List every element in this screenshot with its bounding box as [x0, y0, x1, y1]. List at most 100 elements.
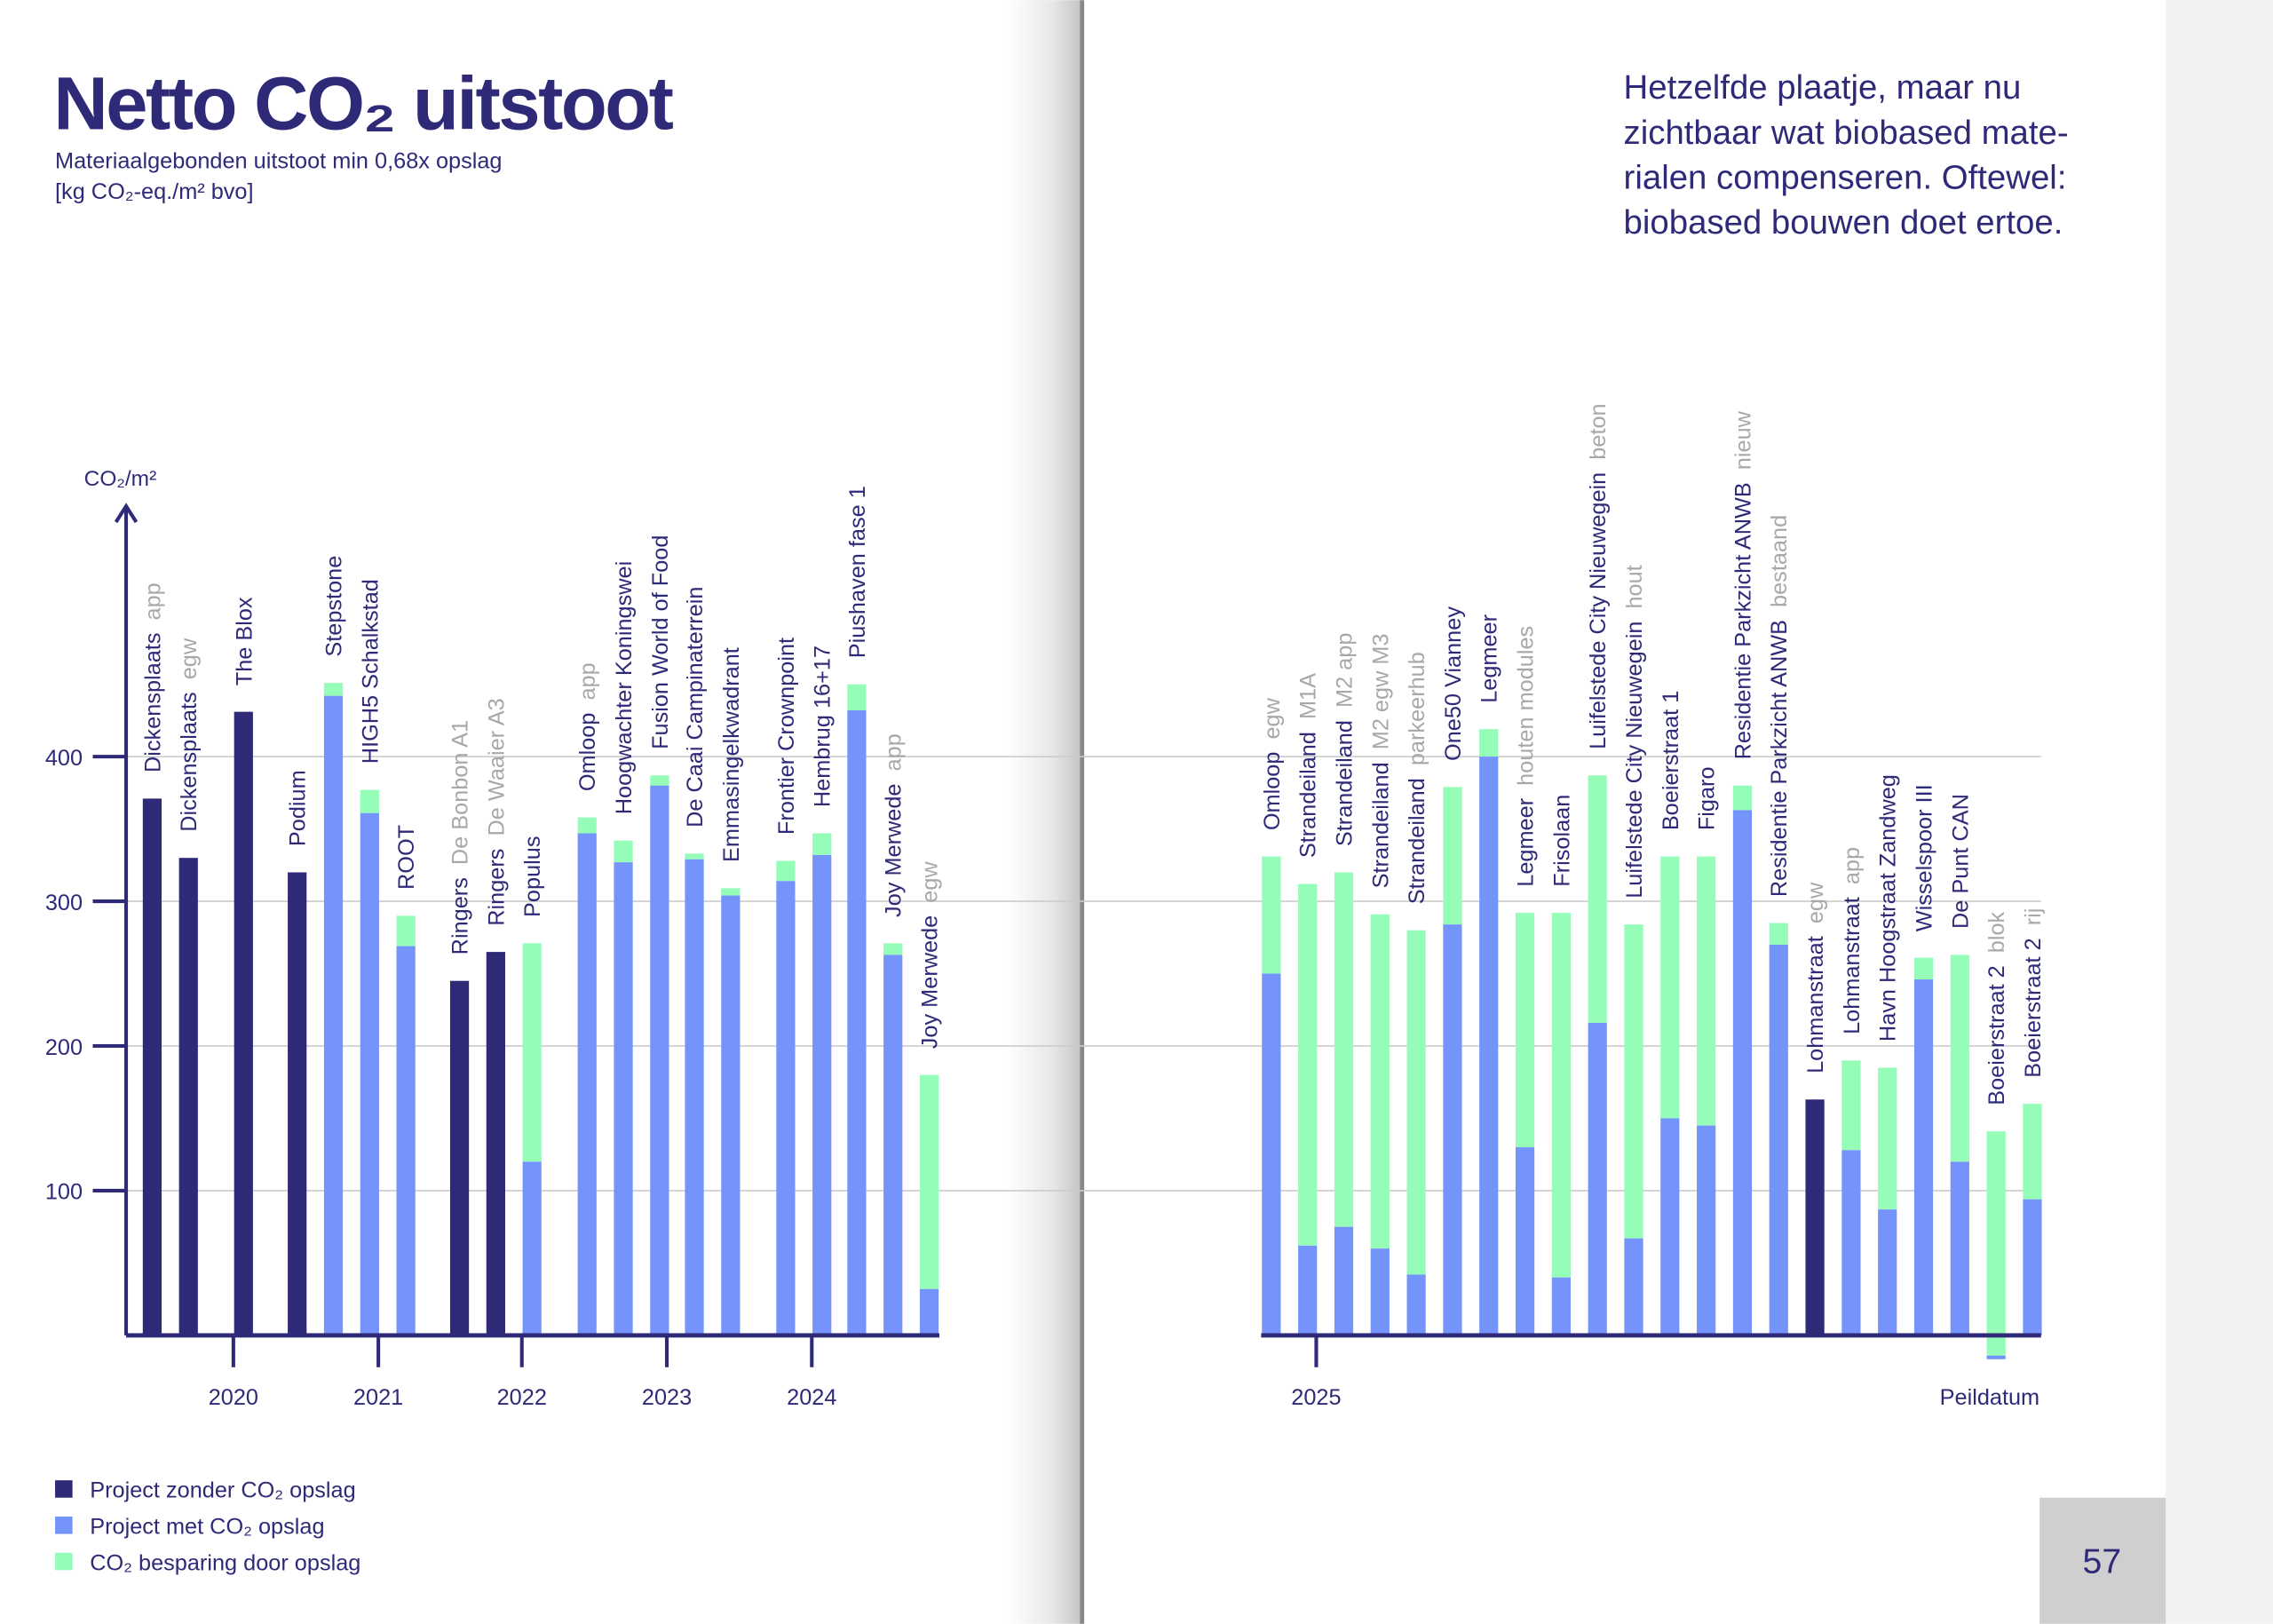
x-tick-label: 2023	[642, 1385, 692, 1410]
bar-segment-netto	[1551, 1277, 1571, 1335]
bar-right-19	[1950, 955, 1969, 1335]
bar-segment-netto	[1986, 1355, 2006, 1359]
bar-left-8	[486, 952, 505, 1335]
bar-segment-netto	[650, 785, 669, 1335]
x-axis-label-peildatum: Peildatum	[1940, 1385, 2040, 1410]
bar-label-name: Figaro	[1695, 766, 1720, 830]
bar-right-0	[1262, 856, 1281, 1335]
bar-right-18	[1913, 957, 1934, 1335]
bar-right-10	[1624, 924, 1643, 1335]
gutter-shadow	[1007, 0, 1081, 1624]
x-tick-label: 2025	[1291, 1385, 1341, 1410]
bar-label-suffix: egw	[177, 638, 202, 692]
y-tick-label: 100	[45, 1180, 83, 1205]
legend-label: Project zonder CO₂ opslag	[90, 1478, 355, 1503]
bar-label-suffix: rij	[2021, 908, 2046, 939]
legend-label: CO₂ besparing door opslag	[90, 1550, 360, 1575]
bar-segment-netto	[1262, 973, 1281, 1335]
bar-segment-netto	[721, 895, 741, 1335]
bar-label-name: Strandeiland	[1296, 732, 1321, 858]
bar-label: Residentie Parkzicht ANWB bestaand	[1767, 515, 1792, 897]
bar-label: Hoogwachter Koningswei	[612, 561, 637, 814]
bar-left-19	[919, 1074, 939, 1335]
bar-label-suffix: houten modules	[1514, 626, 1539, 798]
bar-label-name: Wisselspoor III	[1913, 784, 1937, 931]
bar-label-name: HIGH5 Schalkstad	[358, 579, 383, 764]
bar-right-6	[1479, 729, 1499, 1335]
bar-label-suffix: egw	[1803, 882, 1828, 936]
bar-segment-netto	[449, 980, 470, 1335]
bar-right-15	[1805, 1099, 1825, 1335]
left-page	[0, 0, 1083, 1624]
bar-label-name: The Blox	[232, 597, 257, 685]
bar-label-name: Joy Merwede	[918, 915, 943, 1049]
bar-label-name: Boeierstraat 2	[1984, 965, 2009, 1105]
page-title: Netto CO₂ uitstoot	[53, 61, 673, 146]
bar-label: Lohmanstraat app	[1840, 847, 1865, 1034]
bar-label: Strandeiland parkeerhub	[1405, 652, 1430, 904]
bar-segment-netto	[1298, 1245, 1318, 1335]
legend-swatch-besparing	[55, 1552, 73, 1571]
y-tick-label: 200	[45, 1035, 83, 1060]
y-ticks: 100 200 300 400	[45, 746, 127, 1205]
bar-segment-netto	[883, 955, 903, 1335]
bar-label-name: Frontier Crownpoint	[774, 638, 799, 835]
bar-segment-netto	[1805, 1099, 1825, 1335]
page-number-box	[2039, 1497, 2166, 1624]
bar-segment-besparing	[1443, 787, 1462, 925]
bar-segment-netto	[577, 833, 597, 1335]
bar-label: Boeierstraat 2 blok	[1984, 911, 2009, 1105]
bar-segment-netto	[288, 872, 307, 1335]
page-number: 57	[2083, 1543, 2122, 1581]
bar-label: Stepstone	[321, 556, 346, 657]
bar-label-suffix: app	[140, 582, 165, 632]
bar-segment-netto	[1588, 1022, 1607, 1335]
bar-label-name: Boeierstraat 2	[2021, 938, 2046, 1078]
bar-left-9	[522, 943, 542, 1335]
bar-segment-besparing	[1986, 1131, 2006, 1356]
bar-segment-besparing	[650, 775, 669, 786]
bar-label-name: Ringers	[484, 849, 509, 926]
x-tick-label: 2021	[353, 1385, 403, 1410]
bar-label: Havn Hoogstraat Zandweg	[1876, 774, 1901, 1042]
bar-left-2	[234, 711, 253, 1335]
bar-segment-besparing	[1588, 775, 1607, 1023]
bar-label-name: One50 Vianney	[1441, 606, 1466, 761]
x-ticks: 2020 2021 2022 2023 2024 2025	[209, 1335, 1342, 1410]
bar-segment-besparing	[919, 1074, 939, 1289]
bar-segment-netto	[178, 858, 198, 1335]
bar-right-1	[1298, 883, 1318, 1335]
bar-label: ROOT	[394, 825, 419, 890]
bar-left-17	[847, 684, 867, 1335]
bar-left-4	[323, 683, 344, 1335]
bar-label-suffix: parkeerhub	[1405, 652, 1430, 778]
bar-label-suffix: app	[1840, 847, 1865, 897]
x-tick-label: 2022	[497, 1385, 547, 1410]
bar-right-8	[1551, 913, 1571, 1335]
bar-segment-netto	[1878, 1209, 1897, 1335]
legend: Project zonder CO₂ opslag Project met CO…	[55, 1478, 360, 1575]
bar-segment-netto	[812, 854, 832, 1335]
bar-label: Strandeiland M2 app	[1332, 633, 1357, 846]
bar-segment-besparing	[1697, 856, 1716, 1126]
bar-segment-netto	[1660, 1118, 1680, 1335]
bar-segment-besparing	[522, 943, 542, 1162]
bar-segment-besparing	[1624, 924, 1643, 1239]
bar-right-3	[1370, 914, 1390, 1335]
bar-right-4	[1406, 930, 1426, 1335]
right-page	[1084, 0, 2166, 1624]
bar-segment-besparing	[685, 853, 704, 860]
bar-segment-netto	[2023, 1199, 2042, 1335]
x-tick-label: 2024	[787, 1385, 836, 1410]
bar-label-name: De Caai Campinaterrein	[683, 587, 708, 828]
bar-right-5	[1443, 787, 1462, 1335]
bar-segment-besparing	[1406, 930, 1426, 1275]
bar-left-7	[449, 980, 470, 1335]
bar-label: Frontier Crownpoint	[774, 638, 799, 835]
bar-label-suffix: nieuw	[1730, 410, 1755, 482]
bar-label: Podium	[286, 770, 311, 846]
bar-label-suffix: app	[575, 662, 600, 712]
bar-right-12	[1697, 856, 1716, 1335]
bar-segment-netto	[1479, 757, 1499, 1335]
bar-segment-besparing	[812, 833, 832, 855]
